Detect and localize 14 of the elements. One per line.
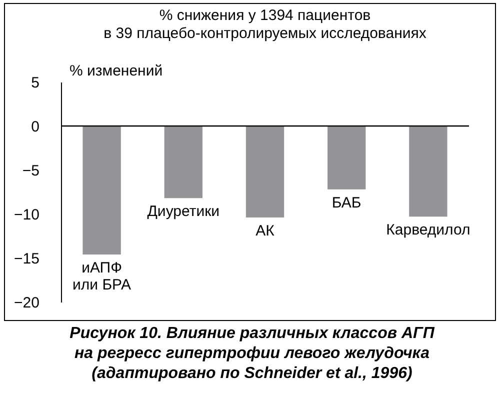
y-axis-title: % изменений — [70, 62, 163, 80]
x-tick-label: АК — [256, 222, 275, 240]
y-tick-label: −20 — [14, 294, 40, 312]
y-tick-label: −10 — [14, 206, 40, 224]
x-tick-label: Карведилол — [386, 222, 470, 239]
x-tick-label: иАПФ или БРА — [72, 259, 132, 294]
y-tick-label: 5 — [31, 74, 40, 92]
y-tick-label: 0 — [31, 118, 40, 136]
x-tick-label: БАБ — [332, 194, 362, 212]
y-tick-label: −15 — [14, 250, 40, 268]
y-tick-label: −5 — [22, 162, 40, 180]
text: Рисунок 10. Влияние различных классов АГП на регресс гипертрофии левого желудочка (адаптировано по Schneider et al., 1996) — [68, 324, 436, 384]
x-tick-label: Диуретики — [147, 203, 220, 220]
chart-title: % снижения у 1394 пациентов в 39 плацебо-контролируемых исследованиях — [104, 7, 427, 42]
